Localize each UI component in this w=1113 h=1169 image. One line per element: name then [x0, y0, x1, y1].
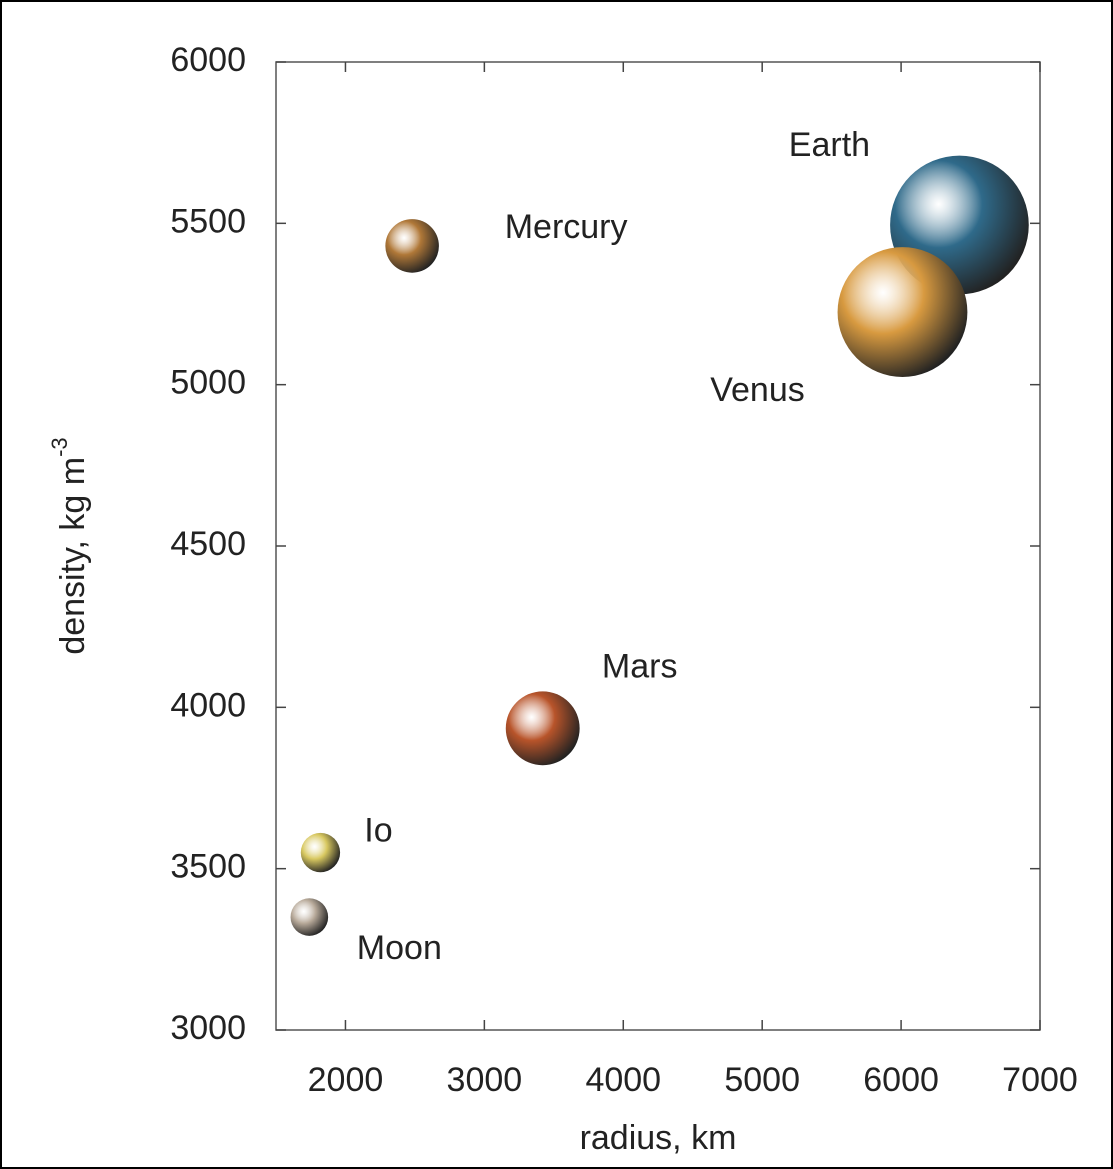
planet-point	[385, 219, 439, 273]
point-label: Mars	[602, 647, 678, 685]
x-tick-label: 3000	[447, 1061, 523, 1099]
x-tick-label: 4000	[585, 1061, 661, 1099]
y-tick-label: 3500	[170, 848, 246, 886]
x-tick-label: 5000	[724, 1061, 800, 1099]
y-tick-label: 5500	[170, 202, 246, 240]
point-label: Moon	[357, 929, 442, 967]
point-label: Io	[364, 812, 392, 850]
point-label: Mercury	[505, 208, 628, 246]
y-tick-label: 3000	[170, 1009, 246, 1047]
y-tick-label: 6000	[170, 41, 246, 79]
x-tick-label: 2000	[308, 1061, 384, 1099]
x-axis-label: radius, km	[580, 1119, 737, 1157]
y-axis-label-text: density, kg m	[54, 457, 92, 655]
planet-point	[300, 832, 341, 873]
x-tick-label: 6000	[863, 1061, 939, 1099]
planet-point	[505, 691, 580, 766]
y-tick-label: 4000	[170, 686, 246, 724]
y-tick-label: 4500	[170, 525, 246, 563]
y-axis-label: density, kg m-3	[47, 437, 92, 654]
x-tick-label: 7000	[1002, 1061, 1078, 1099]
planet-point	[837, 247, 968, 377]
y-axis-label-sup: -3	[47, 437, 72, 457]
point-label: Earth	[789, 126, 870, 164]
point-label: Venus	[710, 371, 805, 409]
planet-point	[290, 898, 329, 936]
y-tick-label: 5000	[170, 364, 246, 402]
